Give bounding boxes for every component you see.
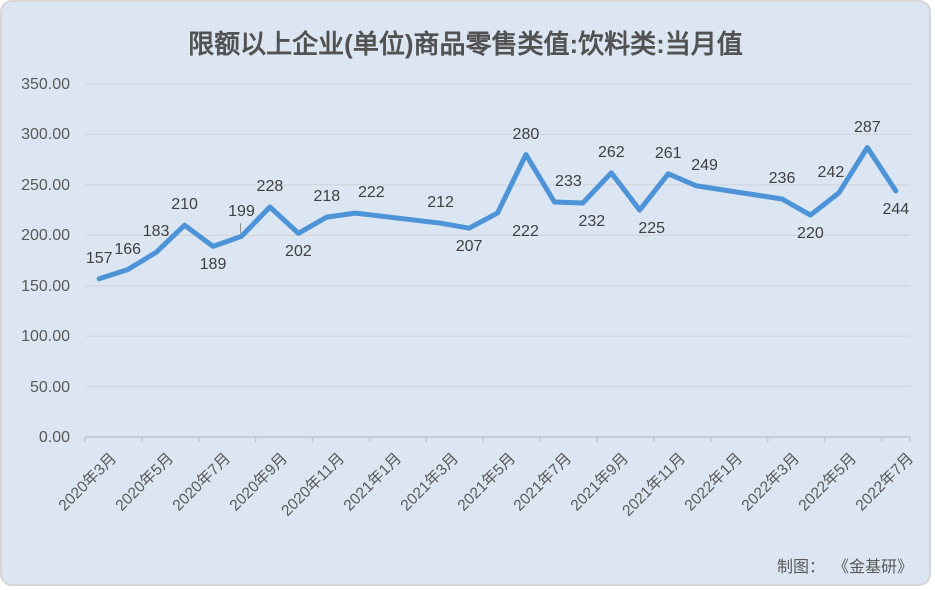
- footer-credit-prefix: 制图：: [776, 559, 825, 576]
- data-point-label: 262: [597, 143, 625, 161]
- y-axis-tick-label: 250.00: [21, 176, 70, 194]
- y-axis-tick-label: 200.00: [21, 227, 70, 245]
- y-axis-tick-label: 300.00: [21, 126, 70, 144]
- data-point-label: 189: [199, 256, 227, 274]
- data-point-label: 287: [853, 118, 881, 136]
- y-axis-tick-label: 350.00: [21, 76, 70, 93]
- data-point-label: 210: [171, 196, 198, 214]
- chart-title: 限额以上企业(单位)商品零售类值:饮料类:当月值: [188, 29, 743, 59]
- series-line: [96, 145, 899, 282]
- data-point-label: 232: [578, 213, 606, 230]
- footer-source-name: 《金基研》: [840, 559, 913, 576]
- data-point-label: 261: [654, 144, 682, 162]
- data-point-label: 228: [256, 178, 284, 195]
- data-point-label: 249: [691, 156, 718, 174]
- footer-credit: 制图： 《金基研》: [777, 553, 913, 577]
- y-axis-tick-label: 0.00: [38, 429, 70, 446]
- data-point-label: 236: [768, 170, 796, 187]
- data-point-label: 202: [285, 243, 312, 261]
- data-point-label: 222: [512, 223, 539, 241]
- data-point-label: 280: [512, 125, 540, 143]
- data-point-label: 199: [228, 203, 255, 221]
- data-point-label: 222: [357, 184, 385, 202]
- data-point-label: 166: [114, 240, 142, 258]
- y-axis-tick-label: 150.00: [21, 277, 70, 295]
- y-axis-tick-label: 100.00: [21, 328, 70, 346]
- data-point-label: 225: [638, 220, 666, 238]
- data-point-label: 233: [555, 173, 582, 190]
- data-point-label: 212: [427, 194, 454, 212]
- data-point-label: 183: [142, 223, 170, 241]
- data-point-label: 220: [797, 225, 824, 243]
- data-point-label: 242: [817, 163, 845, 181]
- data-point-label: 157: [85, 249, 113, 267]
- data-point-label: 207: [455, 238, 483, 256]
- y-axis-tick-label: 50.00: [29, 378, 70, 396]
- data-point-label: 218: [313, 188, 341, 206]
- data-point-label: 244: [882, 200, 910, 218]
